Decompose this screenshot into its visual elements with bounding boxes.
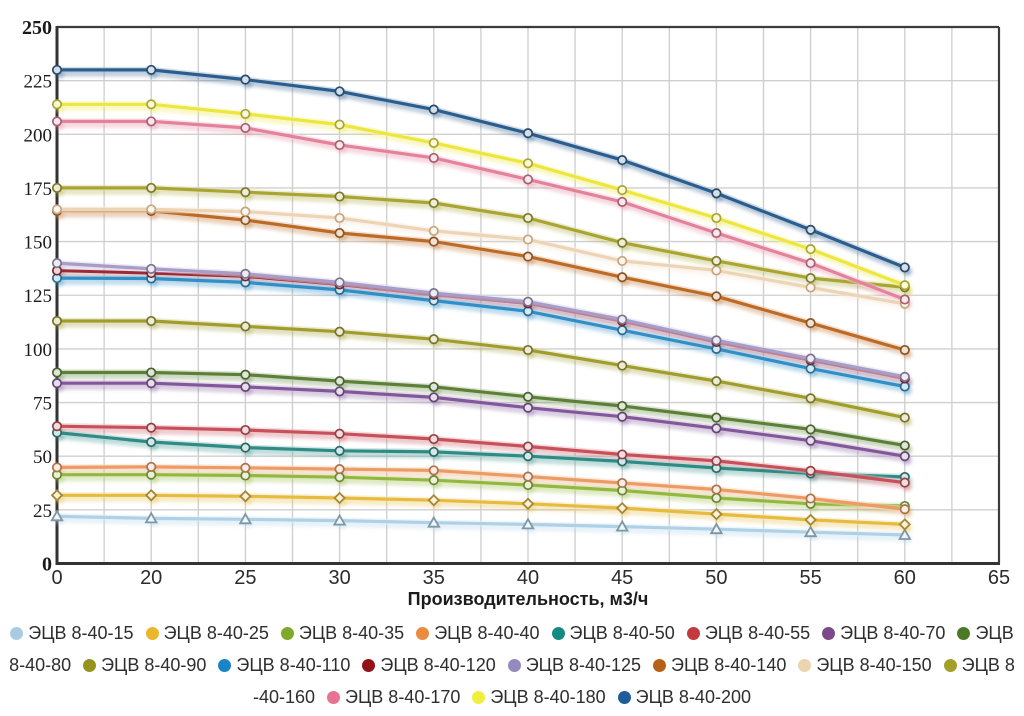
svg-text:100: 100	[24, 340, 53, 361]
svg-text:35: 35	[423, 567, 445, 589]
svg-text:25: 25	[234, 567, 256, 589]
svg-text:65: 65	[988, 567, 1010, 589]
svg-text:40: 40	[517, 567, 539, 589]
svg-text:45: 45	[611, 567, 633, 589]
svg-text:30: 30	[328, 567, 350, 589]
svg-text:Производительность, м3/ч: Производительность, м3/ч	[408, 589, 649, 609]
svg-text:55: 55	[799, 567, 821, 589]
svg-text:25: 25	[33, 501, 52, 522]
svg-text:50: 50	[705, 567, 727, 589]
svg-text:60: 60	[894, 567, 916, 589]
svg-text:0: 0	[42, 554, 52, 576]
svg-text:225: 225	[24, 72, 53, 93]
svg-text:20: 20	[140, 567, 162, 589]
svg-text:175: 175	[24, 179, 53, 200]
svg-text:150: 150	[24, 233, 53, 254]
svg-text:0: 0	[51, 567, 62, 589]
svg-text:200: 200	[24, 125, 53, 146]
svg-text:125: 125	[24, 286, 53, 307]
svg-text:250: 250	[22, 17, 52, 39]
svg-text:75: 75	[33, 394, 52, 415]
svg-text:50: 50	[33, 447, 52, 468]
